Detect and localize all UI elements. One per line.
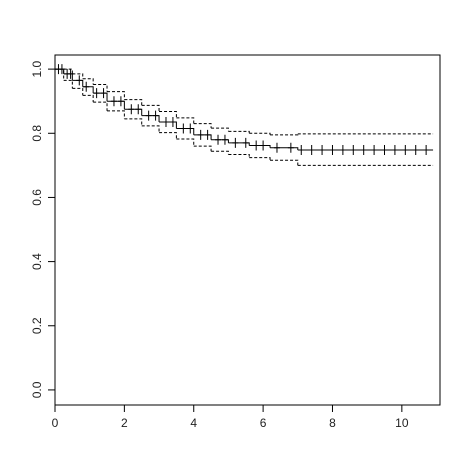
ci-step (159, 110, 177, 118)
censor-mark (253, 140, 260, 151)
censor-mark (319, 144, 326, 155)
ci-step (211, 150, 229, 155)
x-tick-label: 10 (395, 416, 409, 430)
ci-step (228, 153, 250, 158)
censor-mark (110, 96, 117, 107)
censor-mark (350, 144, 357, 155)
censor-mark (128, 104, 135, 115)
survival-step (93, 92, 108, 102)
censor-mark (232, 137, 239, 148)
censor-mark (287, 142, 294, 153)
censor-mark (242, 137, 249, 148)
censor-mark (329, 144, 336, 155)
ci-step (72, 73, 84, 79)
ci-step (63, 68, 73, 74)
x-tick-label: 2 (121, 416, 128, 430)
survival-step (107, 100, 125, 110)
ci-step (270, 133, 299, 136)
survival-step (82, 86, 94, 94)
ci-step (270, 159, 299, 166)
ci-step (93, 84, 108, 92)
y-tick-label: 0.6 (30, 189, 44, 206)
ci-step (107, 110, 125, 119)
ci-step (82, 94, 94, 103)
ci-step (176, 117, 195, 124)
ci-step (193, 145, 212, 152)
survival-step (159, 121, 177, 129)
censor-mark (58, 64, 65, 75)
plot-frame (54, 54, 441, 406)
censor-mark (412, 144, 419, 155)
ci-step (141, 125, 160, 133)
censor-mark (180, 123, 187, 134)
ci-step (72, 87, 84, 96)
censor-mark (273, 142, 280, 153)
censor-mark (204, 129, 211, 140)
censor-mark (339, 144, 346, 155)
censor-mark (145, 110, 152, 121)
censor-mark (162, 117, 169, 128)
survival-step (72, 79, 84, 87)
censor-mark (360, 144, 367, 155)
censor-mark (135, 104, 142, 115)
y-tick-label: 0.2 (30, 317, 44, 334)
survival-step (124, 108, 143, 116)
censor-mark (100, 88, 107, 99)
y-tick-label: 0.0 (30, 381, 44, 398)
x-tick-label: 4 (190, 416, 197, 430)
ci-step (124, 118, 143, 126)
survival-step (176, 127, 195, 135)
ci-step (63, 79, 73, 89)
x-tick-label: 6 (260, 416, 267, 430)
ci-step (82, 78, 94, 85)
x-tick-label: 8 (329, 416, 336, 430)
censor-mark (260, 140, 267, 151)
x-tick-label: 0 (52, 416, 59, 430)
censor-mark (117, 96, 124, 107)
censor-mark (308, 144, 315, 155)
censor-mark (187, 123, 194, 134)
ci-step (211, 127, 229, 132)
survival-step (141, 115, 160, 123)
censor-mark (152, 110, 159, 121)
ci-step (193, 123, 212, 129)
y-tick-label: 0.8 (30, 125, 44, 142)
censor-mark (67, 68, 74, 79)
y-tick-label: 1.0 (30, 60, 44, 77)
censor-mark (76, 75, 83, 86)
censor-mark (298, 144, 305, 155)
censor-mark (381, 144, 388, 155)
ci-step (159, 132, 177, 140)
censor-mark (169, 117, 176, 128)
censor-mark (197, 129, 204, 140)
censor-mark (371, 144, 378, 155)
ci-step (141, 104, 160, 112)
ci-step (107, 91, 125, 100)
ci-step (228, 130, 250, 134)
censor-mark (83, 81, 90, 92)
survival-step (249, 144, 271, 148)
ci-step (176, 138, 195, 147)
censor-mark (215, 134, 222, 145)
ci-step (249, 157, 271, 161)
censor-mark (93, 88, 100, 99)
survival-step (193, 134, 212, 140)
ci-step (124, 99, 143, 106)
censor-mark (221, 134, 228, 145)
censor-mark (391, 144, 398, 155)
censor-mark (402, 144, 409, 155)
ci-step (249, 132, 271, 135)
y-tick-label: 0.4 (30, 253, 44, 270)
censor-mark (423, 144, 430, 155)
ci-step (93, 101, 108, 111)
